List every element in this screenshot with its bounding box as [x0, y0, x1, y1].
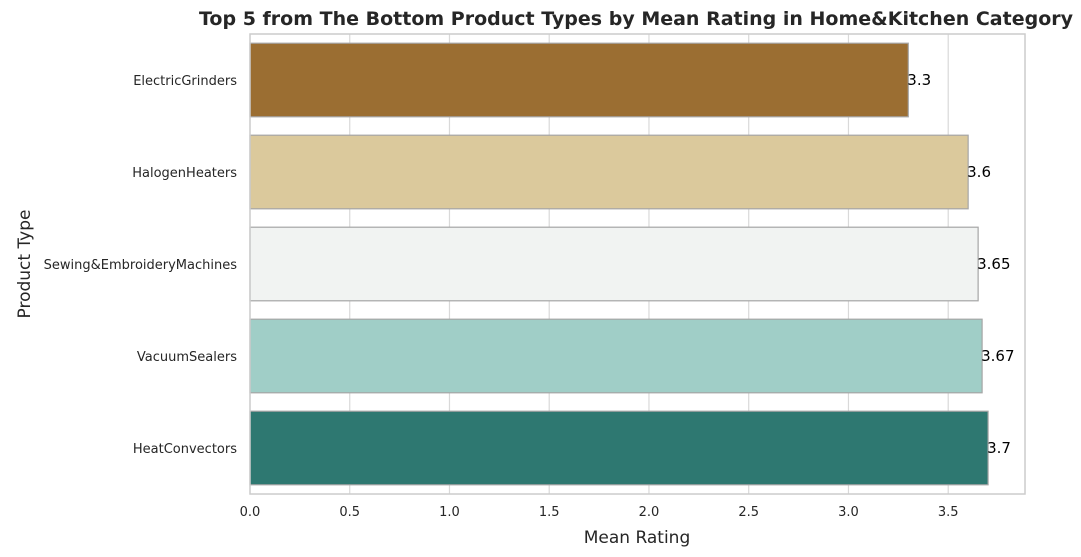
plot-frame [249, 33, 1026, 495]
y-tick-label: ElectricGrinders [133, 74, 237, 89]
bar [249, 318, 983, 394]
chart-title: Top 5 from The Bottom Product Types by M… [199, 8, 1074, 30]
bar [249, 42, 909, 118]
data-label: 3.7 [987, 439, 1011, 457]
x-tick-label: 1.5 [539, 505, 560, 520]
y-tick-label: HalogenHeaters [132, 166, 237, 181]
data-label: 3.3 [907, 71, 931, 89]
data-label: 3.65 [977, 255, 1010, 273]
data-label: 3.6 [967, 163, 991, 181]
x-tick-labels: 0.0 0.5 1.0 1.5 2.0 2.5 3.0 3.5 [240, 505, 959, 520]
y-tick-labels: ElectricGrinders HalogenHeaters Sewing&Emb… [44, 74, 238, 457]
bars [249, 42, 989, 486]
y-tick-label: VacuumSealers [137, 350, 237, 365]
y-tick-label: HeatConvectors [133, 442, 237, 457]
x-tick-label: 2.0 [639, 505, 660, 520]
x-tick-label: 0.5 [339, 505, 360, 520]
y-tick-label: Sewing&EmbroideryMachines [44, 258, 238, 273]
y-axis-label: Product Type [15, 210, 35, 319]
x-axis-label: Mean Rating [584, 528, 691, 548]
bar [249, 410, 989, 486]
x-tick-label: 1.0 [439, 505, 460, 520]
x-tick-label: 2.5 [738, 505, 759, 520]
bar [249, 134, 969, 210]
data-label: 3.67 [981, 347, 1014, 365]
x-tick-label: 0.0 [240, 505, 261, 520]
x-tick-label: 3.0 [838, 505, 859, 520]
data-labels: 3.3 3.6 3.65 3.67 3.7 [907, 71, 1014, 457]
bar [249, 226, 979, 302]
x-tick-label: 3.5 [938, 505, 959, 520]
